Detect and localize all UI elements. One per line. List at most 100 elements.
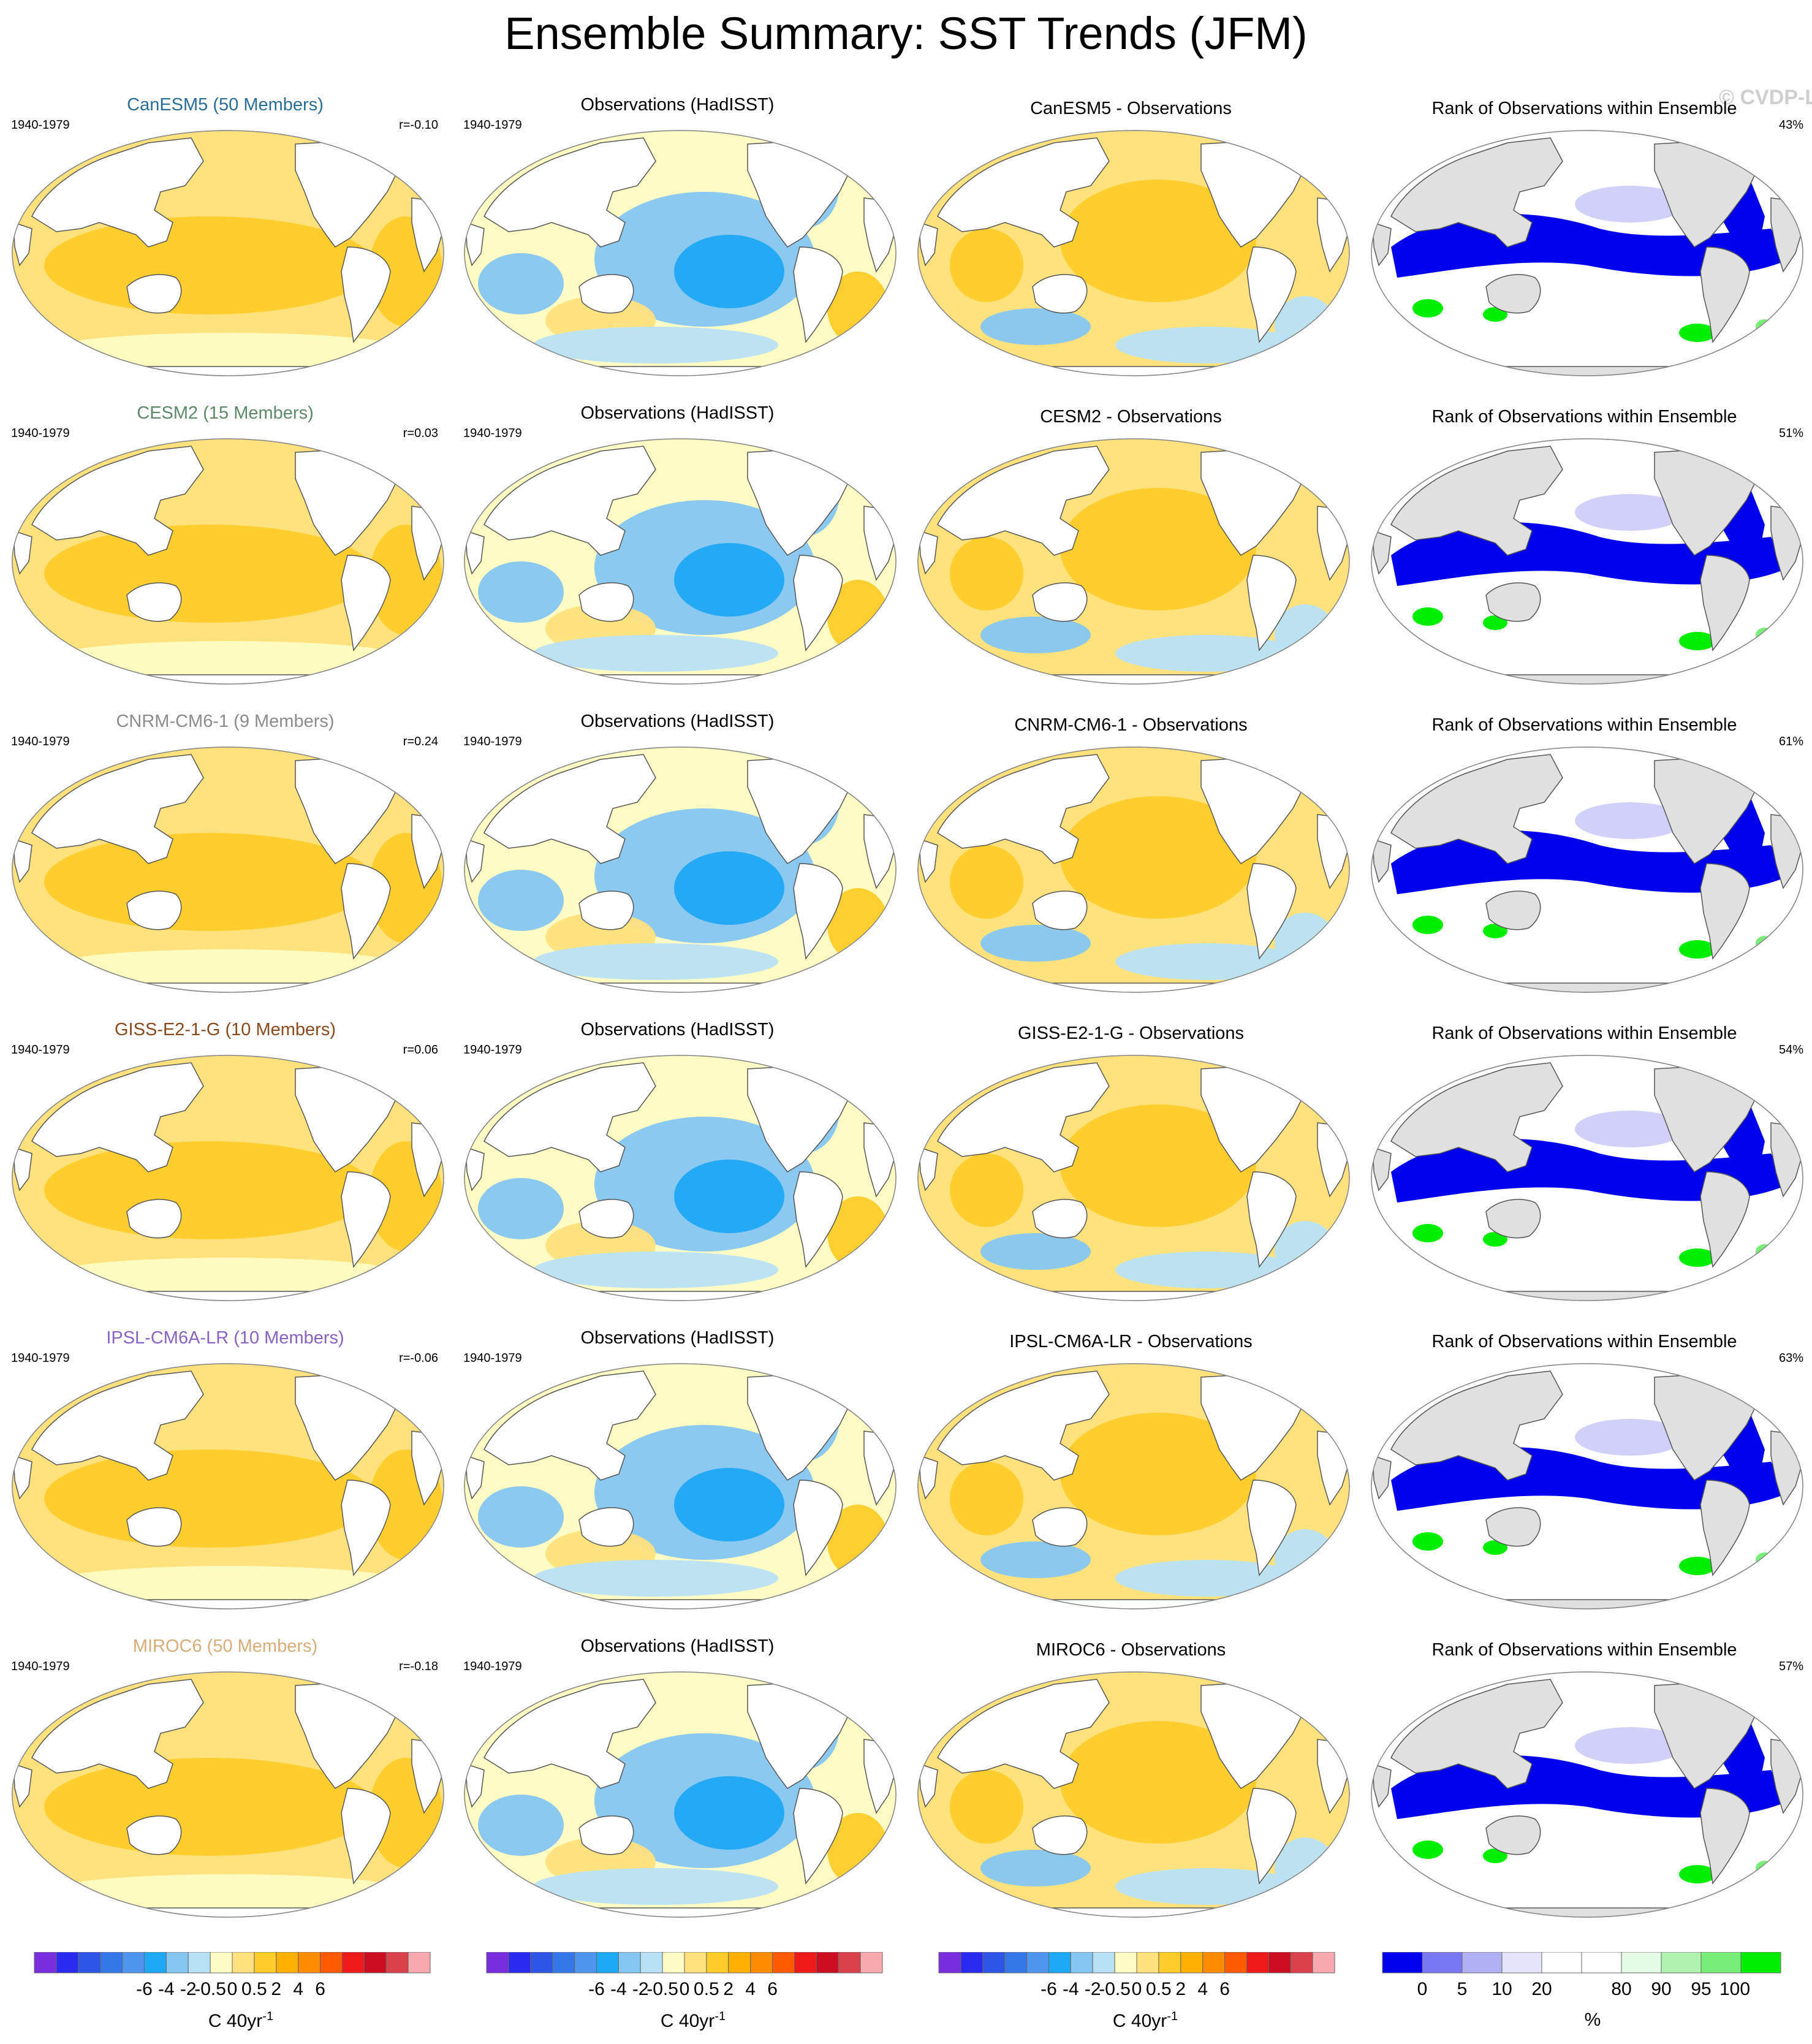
colorbar-tick-label: 20 [1531,1979,1552,1999]
obs-trend-map [464,1671,897,1918]
rank-map [1371,130,1803,376]
colorbar-swatch [1136,1952,1159,1974]
colorbar-swatch [960,1952,984,1974]
colorbar-swatch [232,1952,255,1974]
colorbar-swatch [486,1952,509,1974]
difference-title: CNRM-CM6-1 - Observations [1014,715,1248,735]
colorbar-tick-label: -2 [180,1979,197,1999]
obs-trend-map [464,1055,897,1301]
colorbar-swatch [78,1952,101,1974]
trend-colorbar: -6 -4 -2 -0.5 0 0.5 2 4 6 C 40yr-1 [29,1952,452,2044]
colorbar-unit: C 40yr-1 [934,2010,1357,2032]
obs-trend-map [464,747,897,993]
colorbar-tick-label: 0 [1131,1979,1142,1999]
colorbar-tick-label: 0.5 [694,1979,719,1999]
colorbar-swatch [728,1952,751,1974]
trend-colorbar: -6 -4 -2 -0.5 0 0.5 2 4 6 C 40yr-1 [482,1952,904,2044]
model-trend-map [12,1363,444,1609]
colorbar-swatch [838,1952,861,1974]
colorbar-swatch [1621,1952,1662,1974]
pattern-correlation: r=-0.10 [399,118,438,132]
colorbar-tick-label: -0.5 [194,1979,226,1999]
difference-map [917,130,1350,376]
colorbar-swatch [363,1952,387,1974]
colorbar-tick-label: 4 [745,1979,756,1999]
pattern-correlation: r=-0.06 [399,1351,438,1365]
colorbar-swatches [1382,1952,1781,1974]
colorbar-swatch [750,1952,773,1974]
period-label: 1940-1979 [11,118,70,132]
panel-observations: Observations (HadISST) 1940-1979 [452,1636,903,1937]
colorbar-tick-label: -6 [1041,1979,1057,1999]
model-title: CanESM5 (50 Members) [127,95,324,115]
period-label: 1940-1979 [11,1660,70,1673]
rank-percent: 61% [1778,735,1803,748]
colorbar-swatch [276,1952,299,1974]
colorbar-tick-label: 10 [1492,1979,1512,1999]
panel-difference: CNRM-CM6-1 - Observations [906,712,1356,1012]
pattern-correlation: r=-0.18 [399,1660,438,1673]
panel-model-GISS-E2-1-G: GISS-E2-1-G (10 Members) 1940-1979 r=0.06 [0,1020,450,1320]
colorbar-swatch [1026,1952,1050,1974]
rank-title: Rank of Observations within Ensemble [1431,715,1737,735]
colorbar-swatch [1422,1952,1463,1974]
colorbar-swatch [1268,1952,1291,1974]
panel-rank: Rank of Observations within Ensemble 63% [1359,1328,1810,1628]
colorbar-swatch [100,1952,123,1974]
colorbar-swatch [1158,1952,1181,1974]
colorbar-swatches [938,1952,1335,1974]
colorbar-unit-text: C 40yr [208,2011,263,2031]
model-trend-map [12,1671,444,1918]
colorbar-swatch [385,1952,409,1974]
colorbar-tick-label: 0 [679,1979,690,1999]
colorbar-swatch [640,1952,663,1974]
colorbar-swatch [816,1952,839,1974]
model-title: CESM2 (15 Members) [137,403,314,423]
panel-difference: GISS-E2-1-G - Observations [906,1020,1356,1320]
rank-title: Rank of Observations within Ensemble [1431,99,1737,118]
colorbar-tick-label: -0.5 [1099,1979,1131,1999]
colorbar-swatch [1004,1952,1028,1974]
colorbar-swatch [1382,1952,1423,1974]
colorbar-tick-label: 6 [315,1979,325,1999]
panel-observations: Observations (HadISST) 1940-1979 [452,403,903,704]
rank-percent: 51% [1778,427,1803,440]
period-label: 1940-1979 [11,1351,70,1365]
rank-percent: 57% [1778,1660,1803,1673]
colorbar-unit-text: C 40yr [660,2011,715,2031]
rank-map [1371,1363,1803,1609]
obs-title: Observations (HadISST) [580,1636,775,1656]
colorbar-swatch [1224,1952,1248,1974]
obs-title: Observations (HadISST) [580,712,775,731]
colorbar-swatch [706,1952,729,1974]
panel-rank: Rank of Observations within Ensemble 51% [1359,403,1810,704]
colorbar-tick-label: -4 [157,1979,175,1999]
rank-colorbar: 0 5 10 20 80 90 95 100% [1381,1952,1804,2044]
colorbar-tick-label: 2 [271,1979,282,1999]
colorbar-tick-label: 95 [1691,1979,1712,1999]
model-title: IPSL-CM6A-LR (10 Members) [106,1328,344,1348]
panel-observations: Observations (HadISST) 1940-1979 [452,95,903,395]
period-label: 1940-1979 [463,735,522,748]
colorbar-swatch [860,1952,883,1974]
colorbar-tick-label: -0.5 [646,1979,678,1999]
rank-map [1371,438,1803,685]
difference-title: CanESM5 - Observations [1030,99,1232,118]
trend-colorbar: -6 -4 -2 -0.5 0 0.5 2 4 6 C 40yr-1 [934,1952,1357,2044]
model-trend-map [12,130,444,376]
colorbar-tick-label: 4 [293,1979,303,1999]
colorbar-tick-label: 100 [1719,1979,1751,1999]
colorbar-swatch [1541,1952,1582,1974]
panel-model-CanESM5: CanESM5 (50 Members) 1940-1979 r=-0.10 [0,95,450,395]
colorbar-tick-label: 6 [767,1979,778,1999]
colorbar-tick-label: 80 [1611,1979,1632,1999]
rank-title: Rank of Observations within Ensemble [1431,1640,1737,1660]
colorbar-swatch [684,1952,707,1974]
colorbar-unit-exponent: -1 [1167,2010,1178,2023]
colorbar-swatch [1581,1952,1622,1974]
colorbar-swatch [56,1952,79,1974]
colorbar-swatch [1661,1952,1702,1974]
colorbar-tick-label: -4 [1062,1979,1079,1999]
panel-difference: CanESM5 - Observations [906,95,1356,395]
obs-title: Observations (HadISST) [580,403,775,423]
